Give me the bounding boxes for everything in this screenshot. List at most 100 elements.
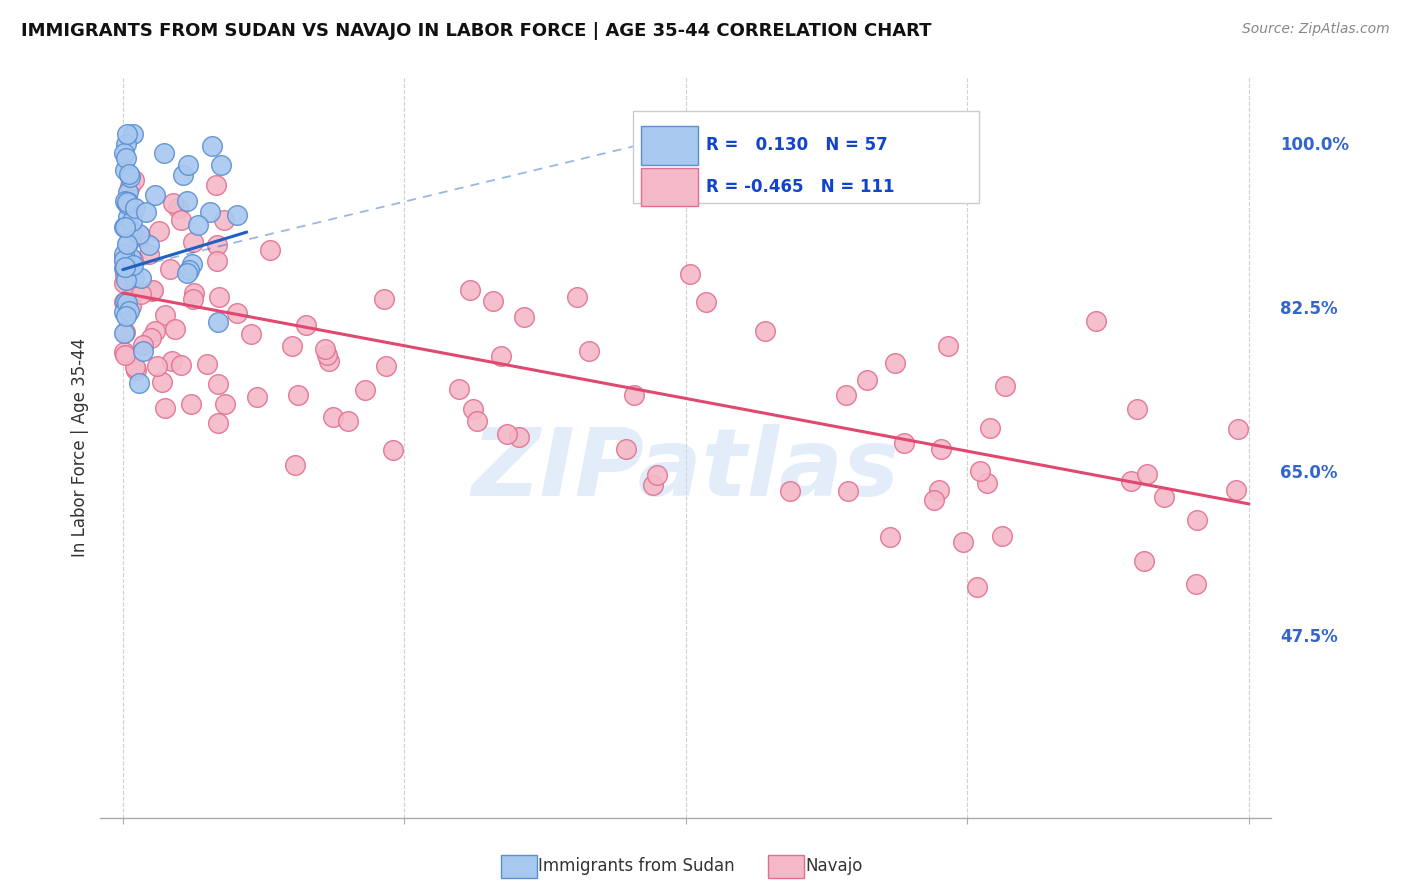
Point bbox=[447, 383, 470, 397]
Point bbox=[1135, 467, 1157, 482]
Point bbox=[641, 477, 664, 491]
Point bbox=[979, 420, 1001, 434]
Point bbox=[176, 266, 198, 280]
Point bbox=[969, 464, 991, 478]
Point bbox=[928, 483, 950, 497]
Point bbox=[578, 344, 600, 359]
Text: R =   0.130   N = 57: R = 0.130 N = 57 bbox=[706, 136, 887, 154]
Point bbox=[117, 195, 139, 210]
Point bbox=[204, 178, 226, 192]
Point bbox=[287, 388, 309, 402]
Point bbox=[1126, 402, 1149, 417]
Text: Navajo: Navajo bbox=[806, 857, 863, 875]
Point bbox=[124, 201, 146, 215]
Y-axis label: In Labor Force | Age 35-44: In Labor Force | Age 35-44 bbox=[72, 338, 89, 558]
Point bbox=[856, 373, 879, 387]
Point bbox=[508, 430, 530, 444]
Point bbox=[170, 212, 193, 227]
Point bbox=[132, 343, 155, 358]
Point bbox=[207, 417, 229, 431]
Point bbox=[936, 339, 959, 353]
Point bbox=[143, 188, 166, 202]
Point bbox=[922, 492, 945, 507]
Point bbox=[138, 247, 160, 261]
Point bbox=[114, 220, 136, 235]
Point bbox=[281, 338, 304, 352]
Point bbox=[112, 344, 135, 359]
Point bbox=[489, 349, 512, 363]
Point bbox=[112, 220, 135, 235]
Point bbox=[879, 530, 901, 544]
Point bbox=[214, 396, 236, 410]
Point bbox=[114, 325, 136, 339]
Point bbox=[209, 158, 232, 172]
Point bbox=[207, 253, 229, 268]
Point bbox=[195, 358, 218, 372]
Text: ZIPatlas: ZIPatlas bbox=[472, 424, 900, 516]
Point bbox=[115, 137, 138, 152]
Point bbox=[118, 304, 141, 318]
Point bbox=[120, 170, 142, 185]
Point bbox=[114, 194, 136, 208]
Point bbox=[122, 127, 145, 141]
Point bbox=[117, 167, 139, 181]
Point bbox=[779, 483, 801, 498]
Point bbox=[208, 290, 231, 304]
Point bbox=[283, 458, 305, 472]
Point bbox=[150, 375, 173, 389]
Point bbox=[181, 292, 204, 306]
Point bbox=[1185, 577, 1208, 591]
Point bbox=[117, 194, 139, 209]
Point bbox=[132, 338, 155, 352]
Point bbox=[159, 261, 181, 276]
Point bbox=[145, 359, 167, 374]
Point bbox=[754, 324, 776, 338]
Point bbox=[835, 388, 858, 402]
Point bbox=[614, 442, 637, 456]
Point bbox=[166, 201, 188, 215]
Point bbox=[114, 260, 136, 275]
Point bbox=[565, 290, 588, 304]
Point bbox=[883, 355, 905, 369]
Point bbox=[122, 172, 145, 186]
Point bbox=[117, 211, 139, 225]
Point bbox=[117, 237, 139, 252]
Point bbox=[114, 310, 136, 324]
Point bbox=[143, 324, 166, 338]
Point bbox=[153, 401, 176, 415]
Point bbox=[115, 127, 138, 141]
Point bbox=[201, 139, 224, 153]
Point bbox=[1133, 554, 1156, 568]
Point bbox=[322, 409, 344, 424]
Point bbox=[482, 293, 505, 308]
Point bbox=[337, 414, 360, 428]
Point bbox=[122, 269, 145, 284]
Point bbox=[115, 151, 138, 165]
Point bbox=[837, 483, 859, 498]
Point bbox=[976, 476, 998, 491]
Point bbox=[991, 529, 1014, 543]
Text: IMMIGRANTS FROM SUDAN VS NAVAJO IN LABOR FORCE | AGE 35-44 CORRELATION CHART: IMMIGRANTS FROM SUDAN VS NAVAJO IN LABOR… bbox=[21, 22, 932, 40]
Point bbox=[695, 294, 717, 309]
Point bbox=[259, 243, 281, 257]
Point bbox=[124, 284, 146, 298]
Point bbox=[115, 196, 138, 211]
Point bbox=[239, 326, 262, 341]
Point bbox=[114, 295, 136, 310]
FancyBboxPatch shape bbox=[641, 168, 697, 206]
Point bbox=[1153, 490, 1175, 504]
Point bbox=[929, 442, 952, 457]
Point bbox=[114, 348, 136, 362]
Point bbox=[176, 194, 198, 209]
Point bbox=[318, 354, 340, 368]
Point bbox=[207, 377, 229, 392]
FancyBboxPatch shape bbox=[633, 111, 979, 203]
Point bbox=[112, 276, 135, 290]
Point bbox=[125, 363, 148, 377]
Point bbox=[458, 283, 481, 297]
Point bbox=[117, 222, 139, 236]
Point bbox=[129, 271, 152, 285]
Point bbox=[183, 286, 205, 301]
Point bbox=[128, 229, 150, 244]
Point bbox=[124, 360, 146, 375]
